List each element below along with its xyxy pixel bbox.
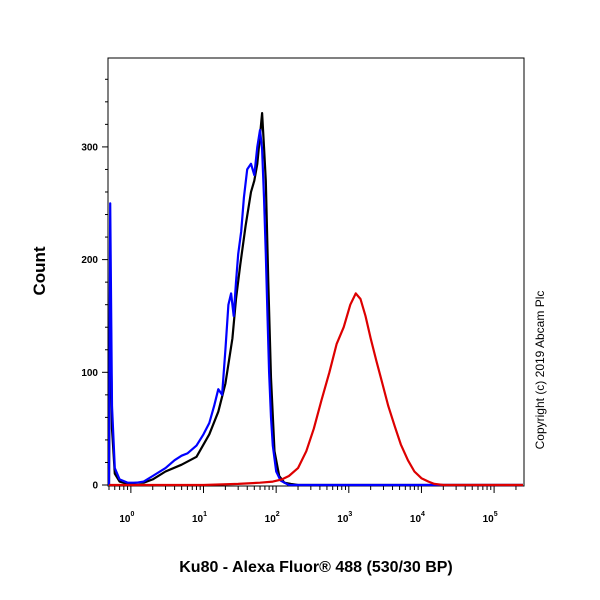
series-layer (107, 111, 523, 487)
x-tick-label: 101 (192, 511, 207, 525)
x-tick-label: 103 (337, 511, 352, 525)
x-tick-label: 104 (410, 511, 425, 525)
y-tick-label: 0 (92, 481, 98, 492)
histogram-series-1 (107, 111, 523, 487)
x-axis: 100 101 102 103 104 105 (108, 486, 517, 525)
y-tick-label: 100 (81, 368, 98, 379)
histogram-series-2 (107, 128, 523, 487)
x-tick-label: 102 (265, 511, 280, 525)
x-tick-label: 100 (119, 511, 134, 525)
y-tick-label: 200 (81, 255, 98, 266)
copyright-annotation: Copyright (c) 2019 Abcam Plc (533, 291, 547, 450)
histogram-series-3 (109, 292, 523, 487)
y-axis-label: Count (30, 246, 49, 295)
y-axis: 0 100 200 300 (81, 78, 108, 492)
y-tick-label: 300 (81, 142, 98, 153)
x-tick-label: 105 (483, 511, 498, 525)
x-axis-label: Ku80 - Alexa Fluor® 488 (530/30 BP) (179, 559, 453, 576)
